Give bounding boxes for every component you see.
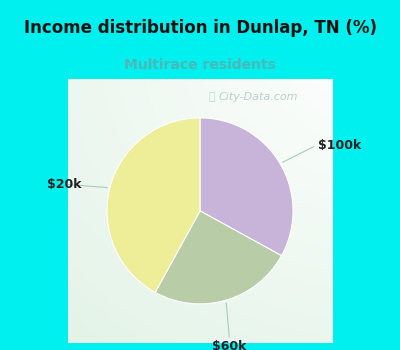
Text: ⦿: ⦿ (208, 92, 215, 102)
Text: $60k: $60k (212, 340, 247, 350)
Wedge shape (200, 118, 293, 256)
Wedge shape (107, 118, 200, 292)
Wedge shape (155, 211, 282, 304)
Text: $100k: $100k (318, 139, 362, 152)
Text: $20k: $20k (47, 178, 81, 191)
Text: City-Data.com: City-Data.com (218, 92, 298, 102)
Text: Multirace residents: Multirace residents (124, 57, 276, 72)
Text: Income distribution in Dunlap, TN (%): Income distribution in Dunlap, TN (%) (24, 19, 376, 36)
